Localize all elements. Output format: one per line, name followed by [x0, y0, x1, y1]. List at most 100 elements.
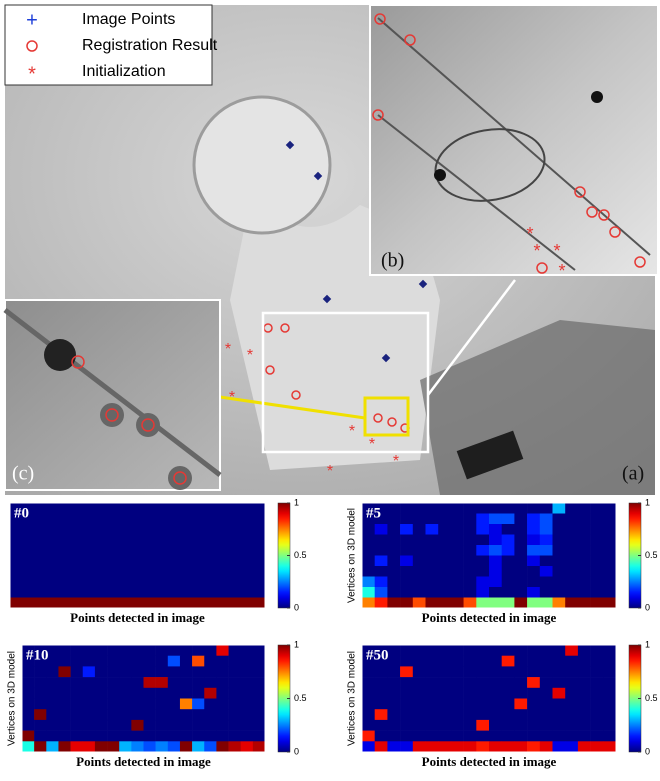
heatmap-cell: [252, 719, 266, 731]
heatmap-cell: [73, 545, 87, 556]
heatmap-cell: [150, 534, 164, 546]
heatmap-cell: [239, 534, 253, 546]
heatmap-cell: [489, 545, 502, 556]
heatmap-cell: [216, 719, 229, 731]
heatmap-cell: [590, 687, 604, 699]
heatmap-cell: [46, 645, 59, 656]
heatmap-cell: [362, 555, 375, 567]
heatmap-cell: [70, 677, 84, 689]
heatmap-cell: [425, 730, 439, 742]
heatmap-cell: [188, 587, 202, 598]
heatmap-cell: [577, 555, 591, 567]
heatmap-cell: [204, 677, 217, 689]
heatmap-cell: [450, 719, 464, 731]
heatmap-cell: [552, 709, 566, 721]
heatmap-cell: [539, 741, 553, 753]
heatmap-cell: [175, 503, 189, 514]
heatmap-cell: [374, 677, 388, 689]
heatmap-cell: [514, 719, 528, 731]
heatmap-cell: [143, 730, 156, 742]
inset-c: [3, 299, 222, 491]
svg-text:*: *: [558, 261, 565, 281]
heatmap-cell: [34, 687, 47, 699]
heatmap-cell: [565, 719, 579, 731]
heatmap-cell: [86, 576, 100, 588]
heatmap-cell: [240, 698, 254, 710]
heatmap-cell: [167, 655, 181, 667]
heatmap-cell: [58, 730, 71, 742]
heatmap-cell: [34, 677, 47, 689]
heatmap-cell: [201, 545, 215, 556]
heatmap-cell: [192, 645, 205, 656]
heatmap-cell: [188, 513, 202, 525]
heatmap-cell: [204, 655, 217, 667]
heatmap-cell: [107, 655, 120, 667]
colorbar-tick-label: 0: [645, 746, 650, 756]
heatmap-cell: [450, 513, 464, 525]
heatmap-cell: [119, 677, 132, 689]
svg-text:*: *: [526, 224, 533, 244]
heatmap-cell: [73, 566, 87, 577]
heatmap-cell: [119, 730, 132, 742]
heatmap-cell: [61, 503, 75, 514]
heatmap-cell: [412, 597, 426, 609]
heatmap-cell: [527, 503, 541, 514]
heatmap-cell: [603, 655, 617, 667]
heatmap-cell: [501, 566, 515, 577]
heatmap-cell: [489, 566, 502, 577]
heatmap-cell: [501, 534, 515, 546]
heatmap-cell: [188, 597, 202, 609]
heatmap-cell: [425, 655, 439, 667]
heatmap-cell: [552, 576, 566, 588]
heatmap-cell: [374, 719, 388, 731]
heatmap-cell: [155, 655, 169, 667]
heatmap-cell: [252, 730, 266, 742]
heatmap-cell: [188, 503, 202, 514]
heatmap-cell: [450, 698, 464, 710]
heatmap-cell: [603, 709, 617, 721]
heatmap-cell: [175, 587, 189, 598]
heatmap-cell: [201, 513, 215, 525]
heatmap-cell: [577, 698, 591, 710]
heatmap-cell: [387, 666, 401, 678]
heatmap-cell: [527, 709, 541, 721]
heatmap-cell: [46, 687, 59, 699]
heatmap-cell: [163, 503, 177, 514]
heatmap-cell: [179, 655, 193, 667]
heatmap-cell: [450, 597, 464, 609]
heatmap-cell: [22, 719, 35, 731]
heatmap-cell: [70, 730, 84, 742]
heatmap-cell: [489, 587, 502, 598]
heatmap-cell: [577, 503, 591, 514]
heatmap-cell: [577, 655, 591, 667]
heatmap-cell: [252, 655, 266, 667]
heatmap-cell: [603, 666, 617, 678]
heatmap-cell: [590, 719, 604, 731]
heatmap-cell: [539, 576, 553, 588]
heatmap-cell: [192, 719, 205, 731]
heatmap-cell: [514, 576, 528, 588]
heatmap-cell: [167, 666, 181, 678]
heatmap-cell: [240, 687, 254, 699]
heatmap-cell: [501, 698, 515, 710]
heatmap-cell: [252, 503, 266, 514]
heatmap-cell: [362, 587, 375, 598]
heatmap-cell: [167, 677, 181, 689]
heatmap-cell: [22, 666, 35, 678]
heatmap-cell: [539, 597, 553, 609]
heatmap-cell: [239, 524, 253, 535]
heatmap-cell: [82, 719, 96, 731]
heatmap-cell: [539, 730, 553, 742]
heatmap-cell: [425, 587, 439, 598]
heatmap-cell: [214, 534, 228, 546]
heatmap-cell: [539, 534, 553, 546]
heatmap-cell: [239, 503, 253, 514]
heatmap-cell: [35, 513, 49, 525]
heatmap-cell: [240, 741, 254, 753]
heatmap-cell: [374, 513, 388, 525]
heatmap-cell: [362, 666, 375, 678]
heatmap-cell: [48, 555, 62, 567]
heatmap-cell: [489, 503, 502, 514]
heatmap-cell: [425, 597, 439, 609]
heatmap-cell: [590, 741, 604, 753]
